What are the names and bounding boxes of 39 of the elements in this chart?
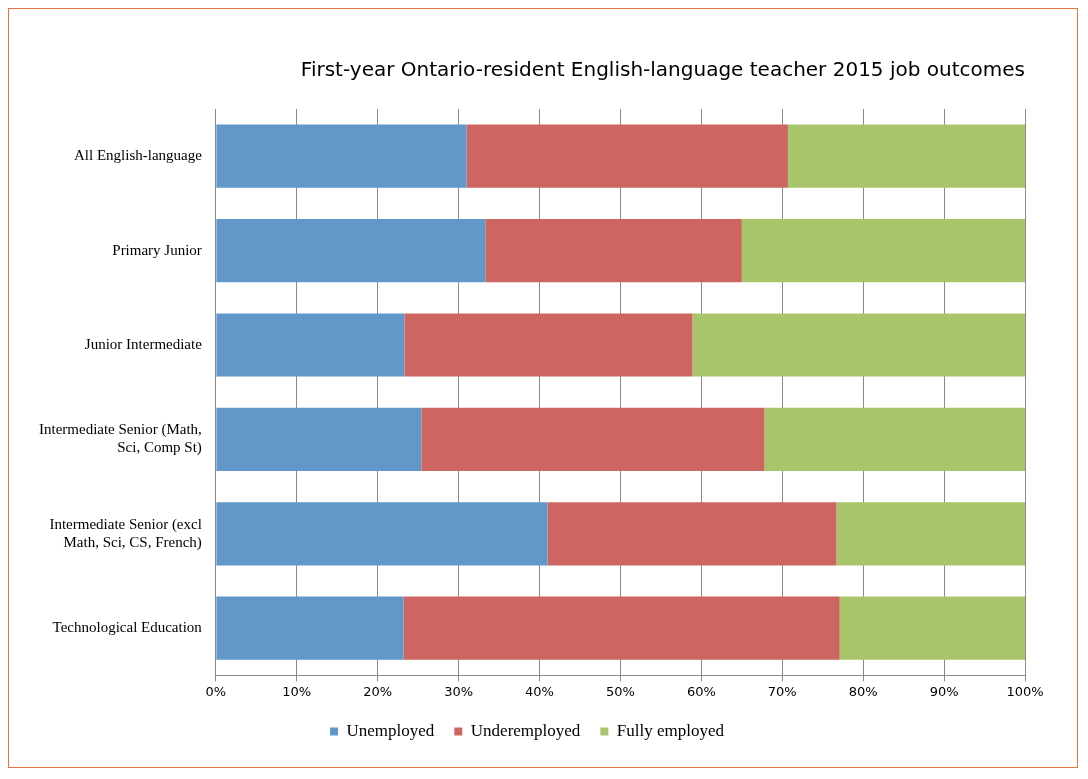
bar <box>216 596 404 660</box>
bar <box>216 502 548 566</box>
y-tick-label: All English-language <box>73 147 203 164</box>
bar <box>692 313 1025 377</box>
legend-label: Underemployed <box>470 720 581 740</box>
x-tick-label: 100% <box>1006 683 1044 699</box>
x-tick-label: 10% <box>282 683 312 699</box>
bar <box>787 124 1025 188</box>
x-tick-label: 60% <box>686 683 716 699</box>
y-tick-label: Primary Junior <box>112 241 202 258</box>
x-tick-label: 80% <box>848 683 878 699</box>
x-tick-label: 70% <box>767 683 797 699</box>
bar <box>216 407 422 472</box>
chart-title: First-year Ontario-resident English-language teacher 2015 job outcomes <box>300 57 1025 82</box>
bar <box>216 124 467 188</box>
x-tick-label: 50% <box>605 683 635 699</box>
bar <box>216 313 405 377</box>
bar <box>216 218 486 283</box>
bar <box>839 596 1025 660</box>
bar <box>404 313 693 377</box>
legend-label: Unemployed <box>346 720 435 740</box>
x-tick-label: 90% <box>929 683 959 699</box>
bar <box>836 502 1025 566</box>
x-tick-label: 30% <box>444 683 474 699</box>
y-tick-label: Junior Intermediate <box>84 335 203 352</box>
y-tick-label: Technological Education <box>52 619 203 636</box>
y-tick-label: Intermediate Senior (Math, Sci, Comp St) <box>38 421 202 457</box>
x-tick-label: 0% <box>205 683 227 699</box>
x-tick-label: 40% <box>525 683 554 699</box>
y-tick-label: Intermediate Senior (excl Math, Sci, CS, French) <box>49 515 202 551</box>
bar <box>466 124 788 188</box>
bar <box>485 218 742 283</box>
x-tick-label: 20% <box>363 683 393 699</box>
bar <box>547 502 837 566</box>
bar <box>741 218 1025 283</box>
bar <box>764 407 1025 472</box>
legend-label: Fully employed <box>616 720 725 740</box>
bar <box>421 407 765 472</box>
bar <box>403 596 840 660</box>
